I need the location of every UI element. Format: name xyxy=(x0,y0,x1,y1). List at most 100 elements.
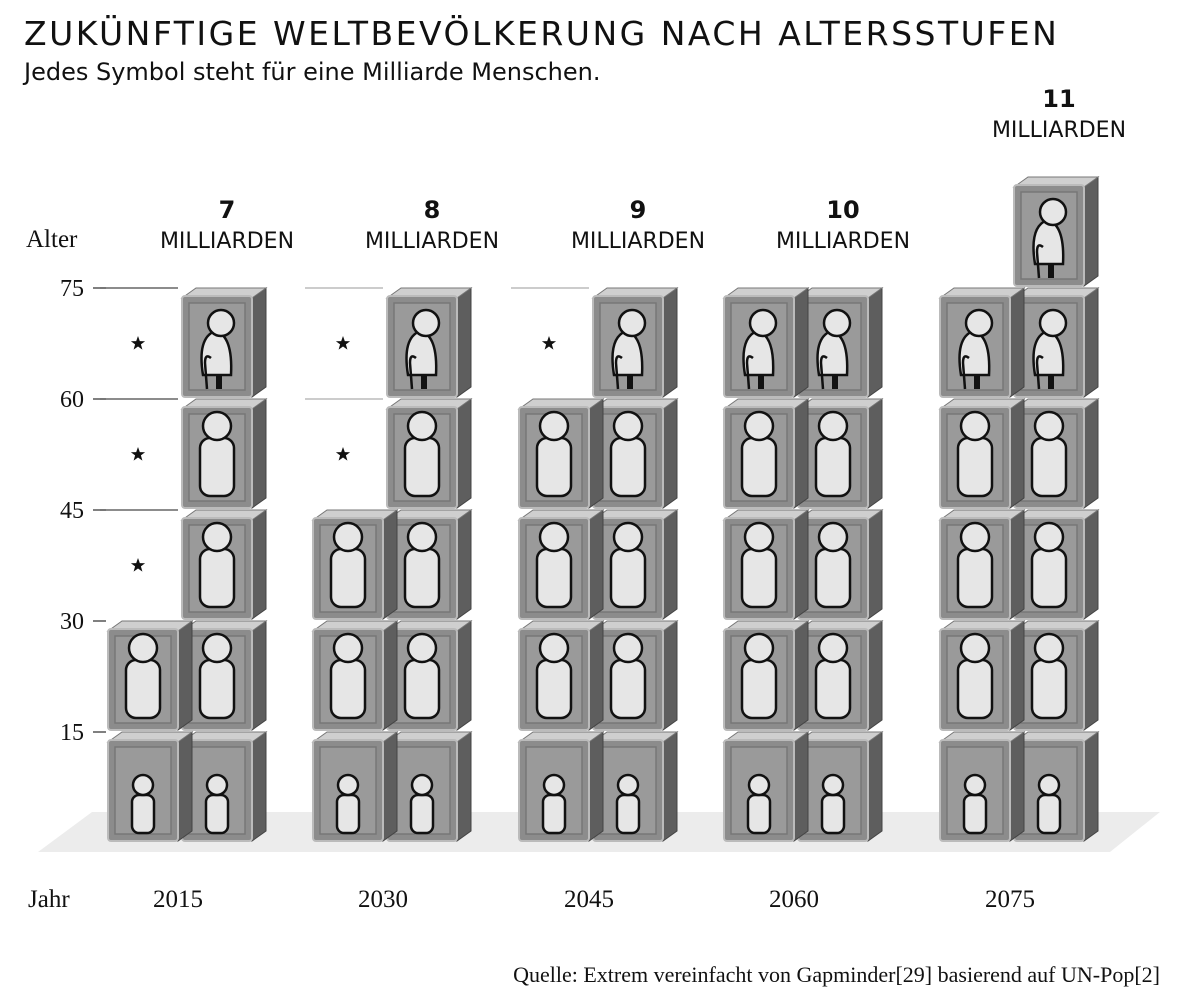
box-side xyxy=(588,509,604,620)
person-head xyxy=(1033,410,1065,442)
person-body xyxy=(814,547,852,609)
person-body xyxy=(535,547,573,609)
person-cane xyxy=(961,355,970,390)
person-body xyxy=(329,658,367,720)
person-body xyxy=(615,793,641,835)
person-head xyxy=(332,632,364,664)
total-value: 8 xyxy=(424,196,441,224)
person-head xyxy=(206,308,236,338)
box-side xyxy=(1083,620,1099,731)
total-unit: MILLIARDEN xyxy=(776,229,910,254)
person-body xyxy=(535,436,573,498)
box-side xyxy=(793,287,809,398)
box-side xyxy=(662,398,678,509)
person-head xyxy=(817,521,849,553)
box-side xyxy=(793,398,809,509)
population-box xyxy=(106,620,194,731)
box-side xyxy=(793,620,809,731)
total-value: 10 xyxy=(826,196,859,224)
person-head xyxy=(817,410,849,442)
population-box xyxy=(385,398,473,509)
star-icon xyxy=(541,336,557,350)
box-side xyxy=(867,398,883,509)
population-box xyxy=(938,731,1026,842)
person-head xyxy=(743,410,775,442)
chart-subtitle: Jedes Symbol steht für eine Milliarde Me… xyxy=(22,58,601,86)
population-box xyxy=(1012,176,1100,287)
population-box xyxy=(180,509,268,620)
person-body xyxy=(535,658,573,720)
chart-title: ZUKÜNFTIGE WELTBEVÖLKERUNG NACH ALTERSST… xyxy=(24,13,1059,53)
person-head xyxy=(410,773,434,797)
person-head xyxy=(127,632,159,664)
box-side xyxy=(456,509,472,620)
person-head xyxy=(747,773,771,797)
population-box xyxy=(385,287,473,398)
population-box xyxy=(106,731,194,842)
person-body xyxy=(740,658,778,720)
total-value: 11 xyxy=(1042,85,1075,113)
y-tick-label: 45 xyxy=(60,498,84,524)
star-icon xyxy=(130,558,146,572)
person-head xyxy=(336,773,360,797)
person-body xyxy=(130,793,156,835)
person-cane xyxy=(745,355,754,390)
population-box xyxy=(938,620,1026,731)
total-unit: MILLIARDEN xyxy=(365,229,499,254)
population-box xyxy=(722,509,810,620)
person-head xyxy=(617,308,647,338)
total-unit: MILLIARDEN xyxy=(571,229,705,254)
population-box xyxy=(796,731,884,842)
population-box xyxy=(796,509,884,620)
box-side xyxy=(177,731,193,842)
person-head xyxy=(612,632,644,664)
source-note: Quelle: Extrem vereinfacht von Gapminder… xyxy=(513,962,1160,987)
box-side xyxy=(382,731,398,842)
person-cane xyxy=(1035,355,1044,390)
population-box xyxy=(385,509,473,620)
person-head xyxy=(205,773,229,797)
person-body xyxy=(1030,547,1068,609)
person-head xyxy=(817,632,849,664)
population-box xyxy=(517,509,605,620)
person-body xyxy=(198,658,236,720)
person-head xyxy=(1033,521,1065,553)
population-box xyxy=(311,509,399,620)
person-head xyxy=(1033,632,1065,664)
population-box xyxy=(722,620,810,731)
population-box xyxy=(938,398,1026,509)
x-tick-label: 2075 xyxy=(985,886,1035,913)
box-side xyxy=(382,509,398,620)
box-side xyxy=(1009,509,1025,620)
box-side xyxy=(662,287,678,398)
population-box xyxy=(1012,287,1100,398)
person-cane xyxy=(203,355,212,390)
person-head xyxy=(201,521,233,553)
box-side xyxy=(456,620,472,731)
population-box xyxy=(722,398,810,509)
box-side xyxy=(456,398,472,509)
population-box xyxy=(385,620,473,731)
person-cane xyxy=(408,355,417,390)
person-head xyxy=(959,410,991,442)
population-box xyxy=(1012,620,1100,731)
box-side xyxy=(251,731,267,842)
box-side xyxy=(1083,287,1099,398)
population-box xyxy=(1012,509,1100,620)
star-icon xyxy=(130,447,146,461)
x-axis-label: Jahr xyxy=(28,886,70,913)
person-body xyxy=(198,547,236,609)
box-side xyxy=(662,509,678,620)
box-side xyxy=(1083,176,1099,287)
person-head xyxy=(963,773,987,797)
population-box xyxy=(722,731,810,842)
population-box xyxy=(722,287,810,398)
person-body xyxy=(403,658,441,720)
person-head xyxy=(821,773,845,797)
person-body xyxy=(956,658,994,720)
person-cane xyxy=(614,355,623,390)
y-axis-label: Alter xyxy=(26,226,78,253)
box-side xyxy=(588,398,604,509)
population-box xyxy=(517,731,605,842)
